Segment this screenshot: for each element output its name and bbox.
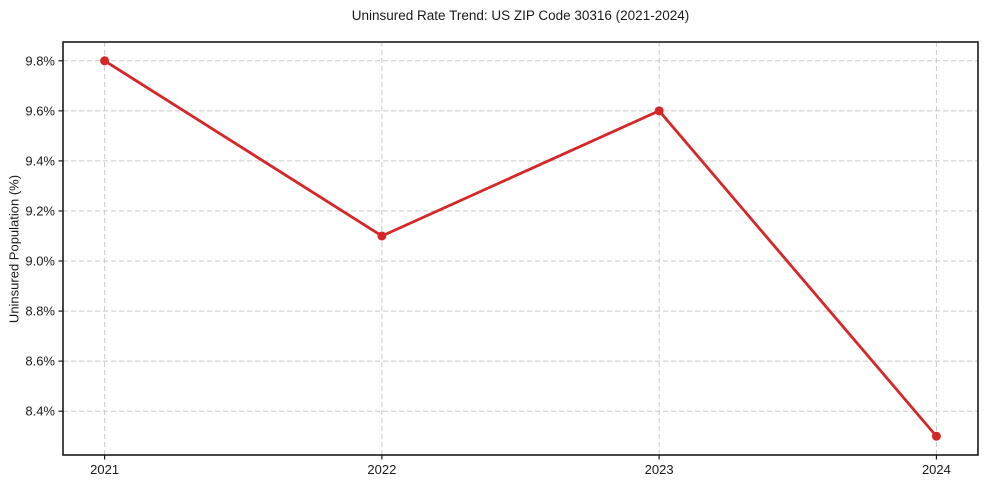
y-tick-label: 9.8% [25, 53, 55, 68]
y-tick-label: 8.8% [25, 304, 55, 319]
y-tick-label: 9.0% [25, 254, 55, 269]
x-tick-label: 2024 [922, 462, 951, 477]
x-tick-label: 2022 [367, 462, 396, 477]
chart-title: Uninsured Rate Trend: US ZIP Code 30316 … [351, 8, 690, 23]
data-point-marker [100, 56, 110, 66]
x-tick-label: 2021 [90, 462, 119, 477]
plot-border [62, 41, 979, 456]
x-tick-label: 2023 [645, 462, 674, 477]
y-tick-label: 9.4% [25, 153, 55, 168]
y-tick-label: 8.6% [25, 354, 55, 369]
y-tick-label: 9.6% [25, 103, 55, 118]
y-tick-label: 9.2% [25, 203, 55, 218]
data-point-marker [931, 431, 941, 441]
data-point-marker [654, 106, 664, 116]
data-point-marker [377, 231, 387, 241]
trend-line [103, 59, 938, 438]
y-tick-label: 8.4% [25, 404, 55, 419]
